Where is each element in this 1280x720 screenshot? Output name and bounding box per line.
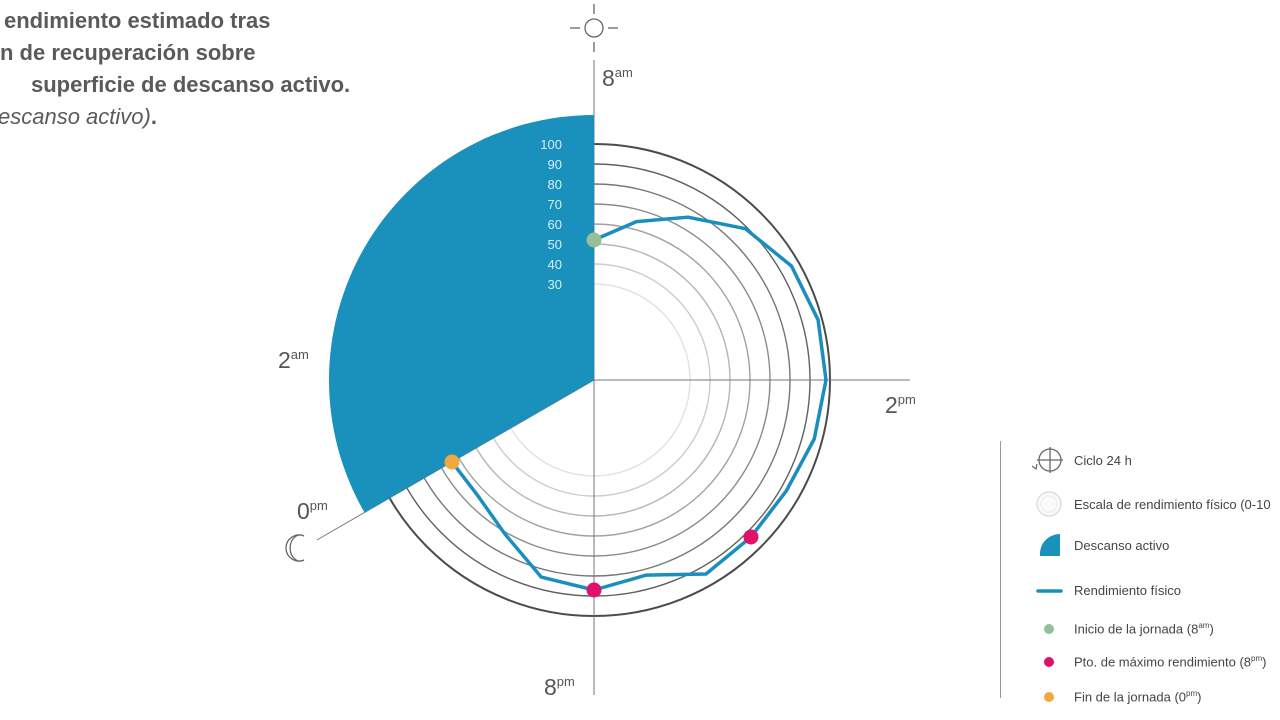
radial-tick-label: 70 [548, 197, 562, 212]
radial-tick-label: 80 [548, 177, 562, 192]
radial-tick-label: 60 [548, 217, 562, 232]
title-line-4-italic: escanso activo) [0, 104, 151, 129]
clock-label: 8am [602, 65, 633, 91]
legend-label: Rendimiento físico [1074, 582, 1181, 598]
legend-label: Ciclo 24 h [1074, 452, 1132, 468]
event-markers [444, 232, 759, 598]
legend-item: Fin de la jornada (0pm) [1028, 683, 1201, 711]
legend-label: Pto. de máximo rendimiento (8pm) [1074, 654, 1267, 670]
marker-dot [586, 582, 602, 598]
clock-label: 0pm [297, 498, 328, 524]
marker-dot [743, 529, 759, 545]
clock-label: 2pm [885, 392, 916, 418]
scale-circle-icon [1028, 490, 1066, 518]
title-line-4-dot: . [150, 104, 157, 129]
clock-label: 8pm [544, 674, 575, 700]
legend-item: Descanso activo [1028, 531, 1169, 559]
performance-line-icon [1028, 576, 1066, 604]
radial-tick-label: 30 [548, 277, 562, 292]
legend-label: Fin de la jornada (0pm) [1074, 689, 1202, 705]
clock-labels: 8am 2pm 8pm 0pm 2am [278, 65, 916, 700]
chart-title: endimiento estimado tras n de recuperaci… [0, 5, 350, 133]
legend-item: Inicio de la jornada (8am) [1028, 615, 1214, 643]
radial-tick-label: 100 [540, 137, 562, 152]
clock-label: 2am [278, 347, 309, 373]
marker-dot [444, 454, 460, 470]
radial-tick-label: 50 [548, 237, 562, 252]
legend-label: Escala de rendimiento físico (0-10 [1074, 496, 1271, 512]
radial-tick-label: 40 [548, 257, 562, 272]
cycle-24h-icon [1028, 446, 1066, 474]
performance-line [450, 215, 828, 592]
legend-item: Ciclo 24 h [1028, 446, 1132, 474]
title-line-3: superficie de descanso activo. [31, 72, 351, 97]
title-line-2: n de recuperación sobre [0, 40, 256, 65]
start-dot-icon [1028, 615, 1066, 643]
marker-dot [586, 232, 602, 248]
sun-icon [570, 4, 618, 52]
legend-item: Pto. de máximo rendimiento (8pm) [1028, 648, 1267, 676]
radial-tick-label: 90 [548, 157, 562, 172]
peak-dot-icon [1028, 648, 1066, 676]
legend-divider [1000, 441, 1001, 698]
rest-sector-icon [1028, 531, 1066, 559]
title-line-4: escanso activo). [0, 101, 350, 133]
end-dot-icon [1028, 683, 1066, 711]
active-rest-sector [329, 115, 594, 513]
radial-tick-labels: 100 90 80 70 60 50 40 30 [540, 137, 562, 292]
legend-label: Inicio de la jornada (8am) [1074, 621, 1214, 637]
polar-chart: 100 90 80 70 60 50 40 30 8am 2pm 8pm 0pm 2am [278, 4, 916, 700]
legend-item: Rendimiento físico [1028, 576, 1181, 604]
moon-icon [285, 534, 305, 562]
title-line-1: endimiento estimado tras [4, 8, 271, 33]
legend-item: Escala de rendimiento físico (0-10 [1028, 490, 1271, 518]
legend-label: Descanso activo [1074, 537, 1170, 553]
